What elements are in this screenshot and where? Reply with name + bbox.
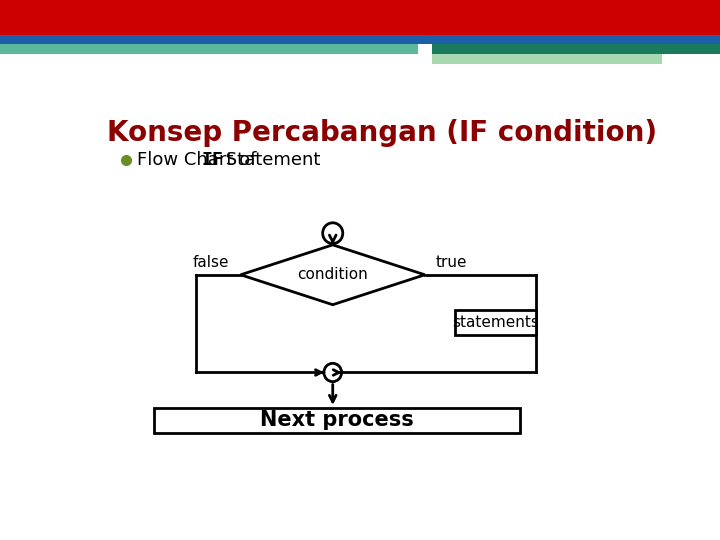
Ellipse shape: [324, 363, 341, 382]
Text: Konsep Percabangan (IF condition): Konsep Percabangan (IF condition): [107, 119, 657, 147]
Text: true: true: [436, 255, 467, 270]
Text: Flow Chart of: Flow Chart of: [138, 151, 263, 170]
Text: false: false: [193, 255, 230, 270]
Ellipse shape: [323, 223, 343, 244]
Text: statements: statements: [452, 315, 539, 330]
FancyBboxPatch shape: [432, 54, 662, 64]
FancyBboxPatch shape: [0, 44, 418, 54]
FancyBboxPatch shape: [154, 408, 520, 433]
Text: Next process: Next process: [260, 410, 414, 430]
FancyBboxPatch shape: [456, 310, 536, 335]
FancyBboxPatch shape: [432, 44, 720, 54]
Text: IF: IF: [202, 151, 223, 170]
Text: Statement: Statement: [220, 151, 320, 170]
FancyBboxPatch shape: [0, 0, 720, 35]
Text: condition: condition: [297, 267, 368, 282]
FancyBboxPatch shape: [0, 35, 720, 44]
Polygon shape: [240, 245, 425, 305]
